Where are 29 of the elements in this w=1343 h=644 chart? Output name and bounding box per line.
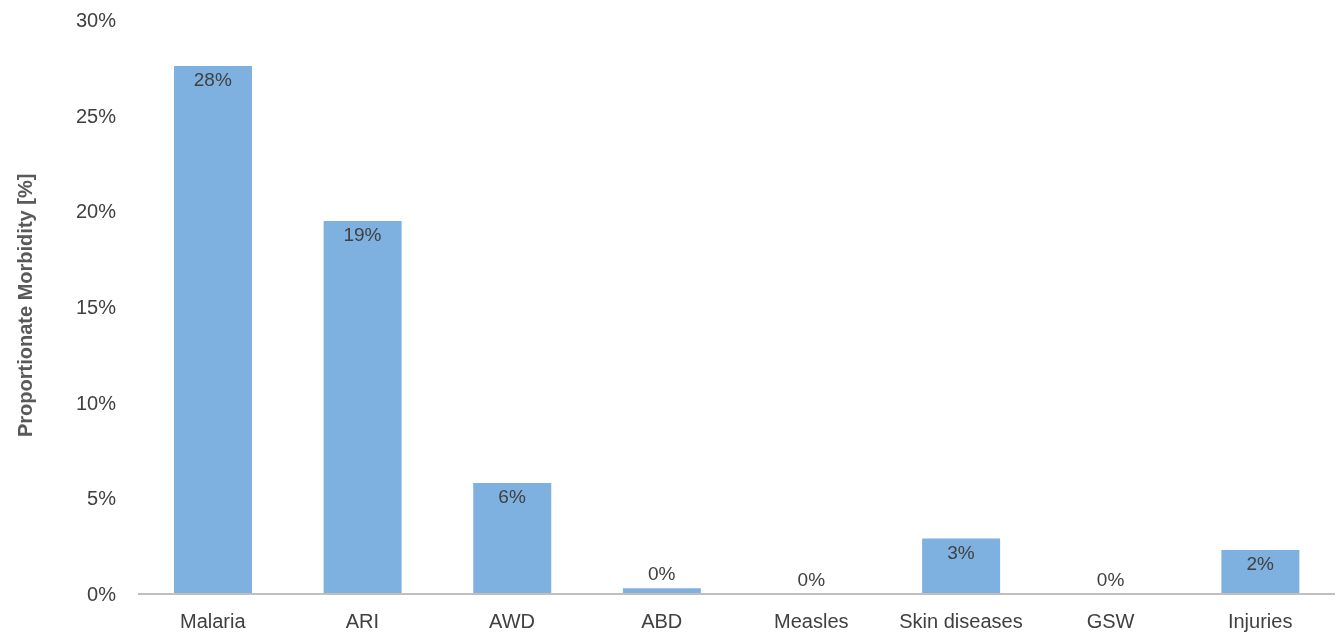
data-label: 0% [1096,569,1125,590]
x-tick-label: ABD [641,610,683,633]
x-tick-label: Injuries [1227,610,1293,633]
x-tick-label: GSW [1086,610,1135,633]
y-tick-label: 20% [75,200,117,223]
y-tick-label: 15% [75,296,117,319]
y-tick-label: 30% [75,9,117,32]
y-tick-label: 5% [87,487,117,510]
data-label: 0% [797,569,826,590]
x-tick-label: Measles [774,610,849,633]
y-axis-title: Proportionate Morbidity [%] [14,173,37,437]
y-tick-label: 25% [75,104,117,127]
data-label: 2% [1246,552,1275,574]
y-tick-label: 0% [87,583,117,606]
bar [473,483,552,594]
bar [1221,549,1300,594]
x-tick-label: Malaria [180,610,247,633]
bar [323,220,402,594]
x-tick-label: ARI [345,610,380,633]
y-tick-label: 10% [75,391,117,414]
data-label: 3% [947,541,975,563]
bar [922,538,1001,594]
x-tick-label: AWD [489,610,536,633]
x-tick-label: Skin diseases [899,610,1023,633]
data-label: 28% [193,68,232,90]
data-label: 6% [498,486,526,508]
data-label: 19% [343,223,382,245]
data-label: 0% [647,563,676,585]
bar [174,65,252,594]
